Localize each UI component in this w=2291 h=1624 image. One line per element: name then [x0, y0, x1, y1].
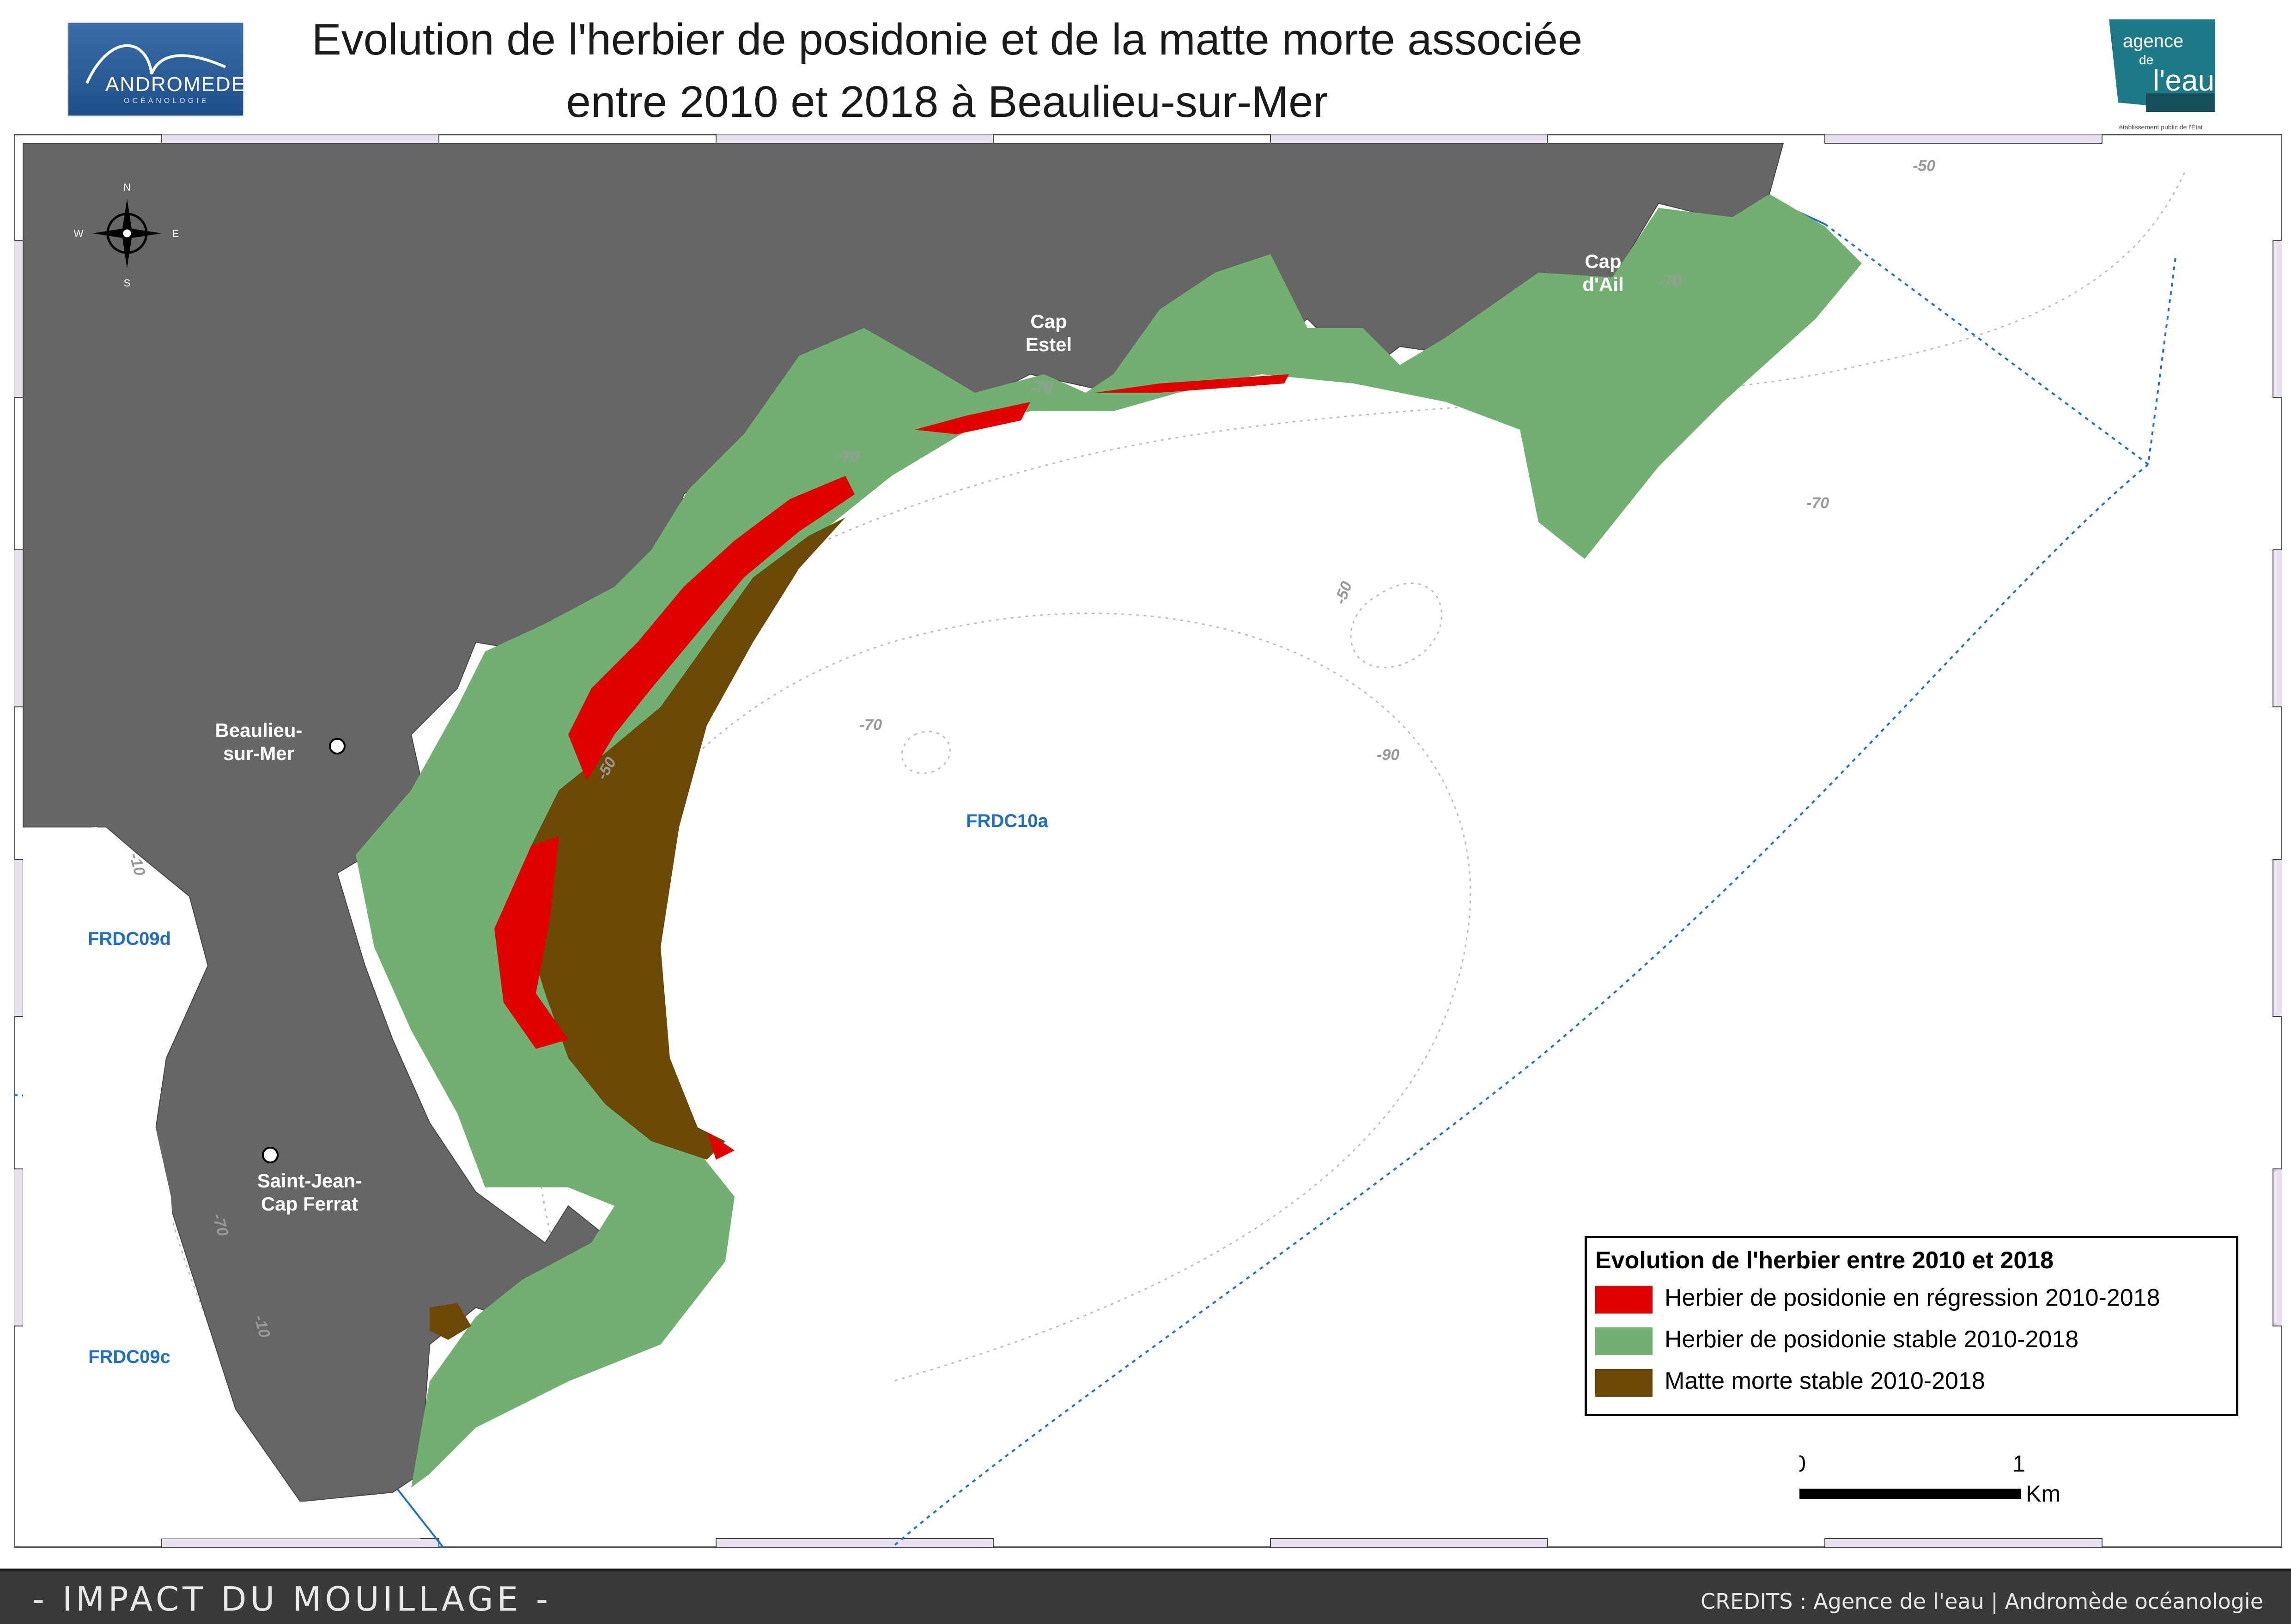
footer-bar: - IMPACT DU MOUILLAGE - CREDITS : Agence… — [0, 1569, 2291, 1624]
compass-w: W — [74, 228, 84, 239]
footer-project-title: - IMPACT DU MOUILLAGE - — [32, 1580, 552, 1618]
andromede-logo: ANDROMEDE OCÉANOLOGIE — [68, 23, 246, 116]
posidonia-regression-area — [707, 1132, 735, 1160]
beaulieu-label: Beaulieu- — [215, 719, 302, 741]
scale-bar-graphic: 0 1 Km — [1793, 1451, 2060, 1507]
agence-logo-line3: l'eau — [2153, 64, 2215, 97]
scale-bar: 0 1 Km — [1793, 1451, 2077, 1518]
zone-label: FRDC09d — [88, 929, 171, 949]
legend-label-stable: Herbier de posidonie stable 2010-2018 — [1665, 1326, 2079, 1353]
compass-e: E — [172, 228, 179, 239]
zone-boundary-south — [392, 1482, 444, 1549]
cap-dail-label: Cap — [1585, 250, 1621, 272]
scale-zero: 0 — [1799, 1451, 1806, 1477]
andromede-wave-icon — [85, 44, 226, 84]
beaulieu-label: sur-Mer — [223, 742, 294, 764]
agence-eau-logo: agence de l'eau établissement public de … — [2104, 19, 2215, 131]
posidonia-regression-area — [494, 836, 568, 1049]
andromede-logo-sub: OCÉANOLOGIE — [124, 97, 209, 105]
posidonia-regression-area — [915, 402, 1030, 434]
isobath-label: -90 — [1377, 746, 1399, 764]
agence-eau-shape-icon — [2109, 19, 2215, 112]
posidonia-regression-area — [568, 476, 855, 781]
posidonia-regression-area — [1095, 374, 1289, 393]
west-sea — [23, 827, 420, 1539]
zone-label: FRDC10a — [966, 811, 1049, 831]
saint-jean-label: Cap Ferrat — [261, 1193, 358, 1215]
agence-logo-line1: agence — [2123, 31, 2184, 51]
map-legend: Evolution de l'herbier entre 2010 et 201… — [1585, 1236, 2238, 1416]
dead-matte-area — [430, 1303, 471, 1340]
posidonia-stable-area — [356, 194, 1862, 1488]
zone-label: FRDC09c — [88, 1347, 170, 1367]
agence-logo-line2: de — [2139, 53, 2154, 67]
legend-swatch-dead-matte — [1595, 1369, 1653, 1397]
compass-rose-icon: N S E W — [74, 182, 179, 289]
footer-credits: CREDITS : Agence de l'eau | Andromède oc… — [1701, 1589, 2263, 1614]
legend-swatch-stable — [1595, 1327, 1653, 1355]
title-line-1: Evolution de l'herbier de posidonie et d… — [311, 15, 1583, 64]
agence-logo-tag: établissement public de l'État — [2119, 123, 2203, 131]
title-line-2: entre 2010 et 2018 à Beaulieu-sur-Mer — [566, 77, 1328, 127]
saint-jean-marker-icon — [262, 1147, 279, 1163]
dead-matte-area — [522, 517, 845, 1160]
isobath-label: -70 — [1806, 494, 1829, 512]
isobath-label: -50 — [1913, 157, 1935, 175]
isobath-label: -70 — [836, 448, 859, 466]
legend-title: Evolution de l'herbier entre 2010 et 201… — [1595, 1247, 2054, 1274]
map-title: Evolution de l'herbier de posidonie et d… — [277, 8, 1617, 133]
isobath-label: -70 — [1030, 379, 1053, 396]
legend-label-dead-matte: Matte morte stable 2010-2018 — [1665, 1368, 1985, 1394]
compass-n: N — [123, 182, 131, 193]
compass-s: S — [124, 277, 131, 289]
cap-estel-label: Estel — [1026, 334, 1072, 355]
andromede-logo-name: ANDROMEDE — [105, 73, 246, 96]
land-mass — [23, 143, 1784, 1502]
isobath-label: -70 — [1659, 273, 1681, 290]
isobath-label: -70 — [859, 716, 882, 734]
saint-jean-label: Saint-Jean- — [257, 1170, 362, 1192]
legend-label-regression: Herbier de posidonie en régression 2010-… — [1665, 1284, 2160, 1311]
cap-estel-label: Cap — [1030, 310, 1067, 332]
frame-ticks — [13, 134, 2283, 1548]
beaulieu-marker-icon — [329, 738, 346, 754]
cap-dail-label: d'Ail — [1582, 274, 1623, 295]
scale-unit: Km — [2026, 1481, 2060, 1507]
legend-swatch-regression — [1595, 1286, 1653, 1314]
scale-one: 1 — [2012, 1451, 2025, 1477]
